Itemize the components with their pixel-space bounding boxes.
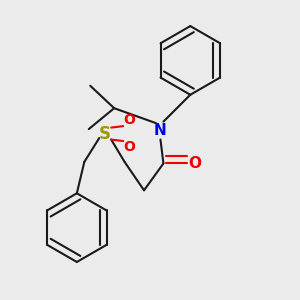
- Text: O: O: [188, 156, 201, 171]
- Text: S: S: [99, 124, 111, 142]
- Text: O: O: [123, 113, 135, 127]
- Text: N: N: [154, 123, 167, 138]
- Text: O: O: [123, 140, 135, 154]
